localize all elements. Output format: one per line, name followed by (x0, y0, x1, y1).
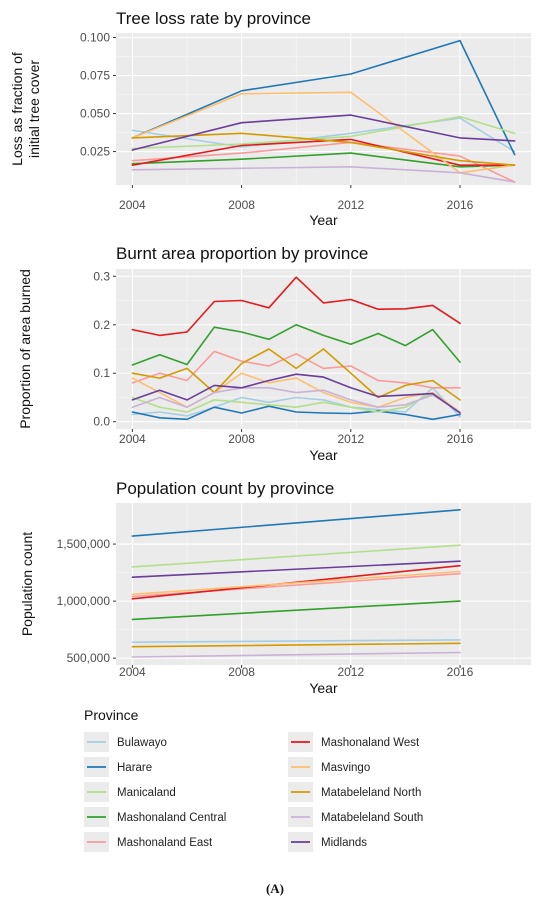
x-tick-label: 2004 (119, 432, 146, 446)
series-line-bulawayo (131, 386, 461, 418)
tree-loss-chart: Tree loss rate by province 2004 2008 2012 20… (9, 9, 531, 228)
legend-label: Matabeleland North (321, 787, 421, 799)
y-tick-label: 0.100 (80, 31, 110, 45)
series-line-harare (131, 39, 516, 156)
series-line-masvingo (131, 570, 461, 596)
legend-title: Province (84, 707, 139, 723)
y-tick-label: 500,000 (67, 651, 111, 665)
series-line-manicaland (131, 391, 461, 413)
series-line-mashonaland-central (131, 323, 461, 366)
legend-label: Midlands (321, 837, 367, 849)
y-tick-label: 0.3 (93, 269, 110, 283)
y-tick-label: 0.075 (80, 69, 110, 83)
series-line-manicaland (131, 544, 461, 568)
x-tick-label: 2016 (447, 665, 474, 679)
y-tick-label: 1,000,000 (57, 594, 111, 608)
x-tick-label: 2008 (228, 432, 255, 446)
plot-panel (116, 33, 531, 185)
series-line-matabeleland-north (131, 132, 516, 166)
x-axis-label: Year (309, 447, 338, 463)
series-line-harare (131, 405, 461, 421)
population-chart: Population count by province 2004 2008 2012… (19, 479, 531, 696)
series-line-mashonaland-central (131, 152, 516, 168)
x-tick-label: 2008 (228, 665, 255, 679)
series-line-midlands (131, 114, 516, 151)
series-line-mashonaland-east (131, 350, 461, 389)
series-line-mashonaland-central (131, 600, 461, 621)
x-tick-label: 2012 (337, 198, 364, 212)
legend-label: Manicaland (117, 787, 176, 799)
series-line-masvingo (131, 91, 516, 174)
series-line-matabeleland-north (131, 642, 461, 648)
x-tick-label: 2016 (447, 198, 474, 212)
series-line-midlands (131, 560, 461, 579)
province-legend: Province Bulawayo Harare Manicaland Mashonal… (84, 707, 423, 852)
legend-label: Mashonaland Central (117, 812, 226, 824)
legend-label: Bulawayo (117, 737, 167, 749)
series-line-midlands (131, 373, 461, 414)
y-axis-label: Proportion of area burned (17, 269, 33, 429)
y-tick-label: 0.025 (80, 145, 110, 159)
y-axis-label: Population count (19, 532, 35, 636)
x-tick-label: 2008 (228, 198, 255, 212)
legend-label: Mashonaland West (321, 737, 420, 749)
x-tick-label: 2016 (447, 432, 474, 446)
chart-title: Tree loss rate by province (116, 9, 311, 28)
chart-title: Population count by province (116, 479, 334, 498)
y-axis-label: Loss as fraction of (9, 52, 25, 166)
x-tick-label: 2004 (119, 665, 146, 679)
x-tick-label: 2012 (337, 432, 364, 446)
legend-label: Harare (117, 762, 152, 774)
y-axis-label: initial tree cover (26, 60, 42, 158)
x-tick-label: 2012 (337, 665, 364, 679)
series-line-matabeleland-south (131, 651, 461, 658)
chart-title: Burnt area proportion by province (116, 244, 368, 263)
x-axis-label: Year (309, 212, 338, 228)
series-line-mashonaland-west (131, 276, 461, 337)
y-tick-label: 0.2 (93, 318, 110, 332)
legend-label: Mashonaland East (117, 837, 213, 849)
legend-label: Masvingo (321, 762, 370, 774)
series-line-matabeleland-south (131, 166, 516, 183)
series-line-manicaland (131, 115, 516, 150)
series-line-harare (131, 508, 461, 537)
figure-caption: (A) (266, 881, 284, 896)
y-tick-label: 1,500,000 (57, 537, 111, 551)
burnt-area-chart: Burnt area proportion by province 2004 200… (17, 244, 531, 463)
y-tick-label: 0.0 (93, 415, 110, 429)
series-line-mashonaland-west (131, 138, 516, 166)
series-line-bulawayo (131, 117, 516, 153)
series-line-matabeleland-north (131, 348, 461, 401)
legend-label: Matabeleland South (321, 812, 423, 824)
x-tick-label: 2004 (119, 198, 146, 212)
x-axis-label: Year (309, 680, 338, 696)
y-tick-label: 0.050 (80, 107, 110, 121)
y-tick-label: 0.1 (93, 366, 110, 380)
series-line-bulawayo (131, 639, 461, 644)
series-line-matabeleland-south (131, 386, 461, 413)
